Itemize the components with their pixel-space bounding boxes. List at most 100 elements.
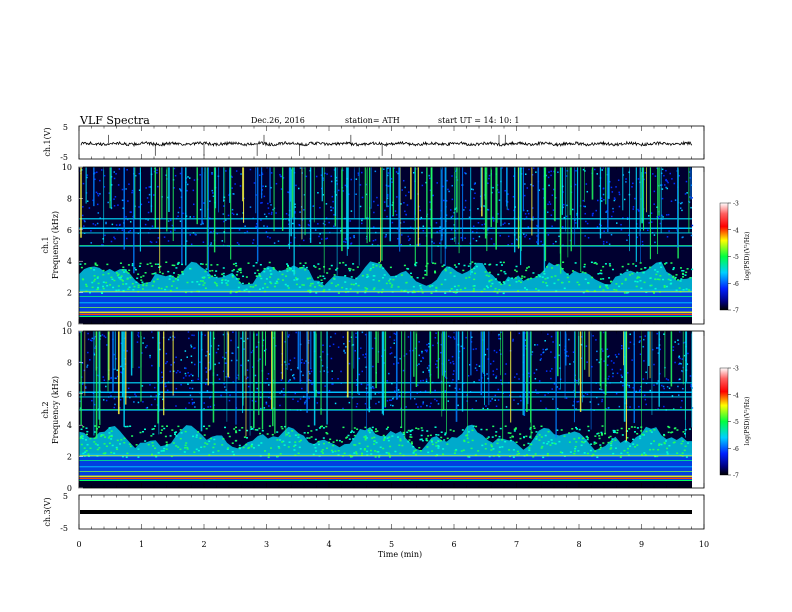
spectrogram-cell <box>294 434 297 436</box>
spectrogram-cell <box>250 445 253 448</box>
ch1-colorbar-ticks: -3-4-5-6-7 <box>728 201 739 315</box>
spectrogram-cell <box>229 394 231 396</box>
spectrogram-cell <box>286 264 289 267</box>
spectrogram-cell <box>141 281 144 283</box>
spectrogram-cell <box>205 427 208 430</box>
spectrogram-cell <box>221 444 224 446</box>
time-axis-label: Time (min) <box>378 550 422 559</box>
spectrogram-cell <box>264 450 267 452</box>
spectrogram-cell <box>173 361 176 364</box>
spectrogram-cell <box>690 206 692 209</box>
spectrogram-cell <box>308 437 311 439</box>
spectrogram-cell <box>473 381 475 383</box>
spectrogram-cell <box>548 171 550 173</box>
spectrogram-cell <box>222 267 225 269</box>
spectrogram-cell <box>594 450 597 452</box>
spectrogram-cell <box>86 430 89 433</box>
spectrogram-cell <box>262 339 265 341</box>
spectrogram-cell <box>516 450 519 453</box>
spectrogram-cell <box>638 405 640 408</box>
spectrogram-cell <box>444 278 447 281</box>
spectrogram-cell <box>666 385 669 388</box>
spectrogram-cell <box>657 448 660 451</box>
spectrogram-cell <box>652 448 655 451</box>
spectrogram-cell <box>665 186 667 189</box>
spectrogram-cell <box>374 170 377 173</box>
spectrogram-cell <box>541 276 544 278</box>
spectrogram-cell <box>605 211 607 213</box>
spectrogram-cell <box>249 168 252 171</box>
frequency-tick-label: 2 <box>67 289 72 298</box>
spectrogram-cell <box>602 278 605 280</box>
spectrogram-cell <box>414 453 417 456</box>
spectrogram-cell <box>377 451 380 453</box>
spectrogram-cell <box>538 380 541 382</box>
spectrogram-cell <box>225 376 227 378</box>
spectrogram-cell <box>166 361 168 363</box>
spectrogram-cell <box>573 450 576 452</box>
spectrogram-cell <box>610 447 613 449</box>
spectrogram-cell <box>448 290 451 292</box>
spectrogram-cell <box>320 285 323 288</box>
spectrogram-cell <box>165 448 168 450</box>
spectrogram-cell <box>395 333 397 335</box>
spectrogram-cell <box>508 449 511 451</box>
spectrogram-cell <box>515 281 518 283</box>
spectrogram-cell <box>325 425 328 428</box>
spectrogram-cell <box>373 436 376 439</box>
spectrogram-cell <box>243 348 245 350</box>
spectrogram-cell <box>527 442 530 445</box>
spectrogram-cell <box>96 264 99 267</box>
spectrogram-cell <box>102 269 105 272</box>
spectrogram-cell <box>485 285 488 287</box>
spectrogram-cell <box>568 338 570 341</box>
spectrogram-cell <box>626 372 629 374</box>
spectrogram-cell <box>127 200 129 202</box>
colorbar-tick-label: -3 <box>733 201 739 208</box>
spectrogram-cell <box>558 440 561 443</box>
spectrogram-cell <box>170 285 173 287</box>
spectrogram-cell <box>412 452 415 454</box>
spectrogram-cell <box>149 186 152 188</box>
spectrogram-cell <box>585 289 588 292</box>
spectrogram-cell <box>680 202 682 205</box>
spectrogram-cell <box>303 362 306 364</box>
spectrogram-cell <box>94 224 97 226</box>
spectrogram-cell <box>223 196 226 199</box>
spectrogram-cell <box>311 383 313 386</box>
spectrogram-cell <box>554 356 556 359</box>
spectrogram-cell <box>416 392 419 394</box>
spectrogram-cell <box>347 434 350 437</box>
spectrogram-cell <box>329 438 332 441</box>
spectrogram-cell <box>390 178 393 180</box>
spectrogram-cell <box>375 264 378 267</box>
spectrogram-cell <box>690 385 692 388</box>
spectrogram-cell <box>663 285 666 287</box>
spectrogram-cell <box>680 278 683 280</box>
spectrogram-cell <box>231 274 234 277</box>
spectrogram-cell <box>389 346 392 349</box>
spectrogram-cell <box>199 208 202 211</box>
spectrogram-cell <box>228 399 231 402</box>
spectrogram-cell <box>688 171 691 173</box>
spectrogram-cell <box>374 393 377 395</box>
spectrogram-cell <box>294 454 297 457</box>
spectrogram-cell <box>626 239 628 241</box>
spectrogram-cell <box>309 285 312 287</box>
spectrogram-cell <box>643 338 645 341</box>
spectrogram-cell <box>314 229 317 231</box>
spectrogram-cell <box>185 240 188 242</box>
spectrogram-cell <box>195 436 198 438</box>
spectrogram-cell <box>551 442 554 444</box>
spectrogram-cell <box>437 445 440 448</box>
spectrogram-cell <box>386 426 389 429</box>
spectrogram-cell <box>659 262 662 265</box>
spectrogram-cell <box>238 290 241 292</box>
spectrogram-cell <box>268 425 271 427</box>
spectrogram-cell <box>435 363 437 365</box>
spectrogram-cell <box>260 407 262 410</box>
spectrogram-cell <box>220 282 223 284</box>
spectrogram-cell <box>126 278 129 280</box>
